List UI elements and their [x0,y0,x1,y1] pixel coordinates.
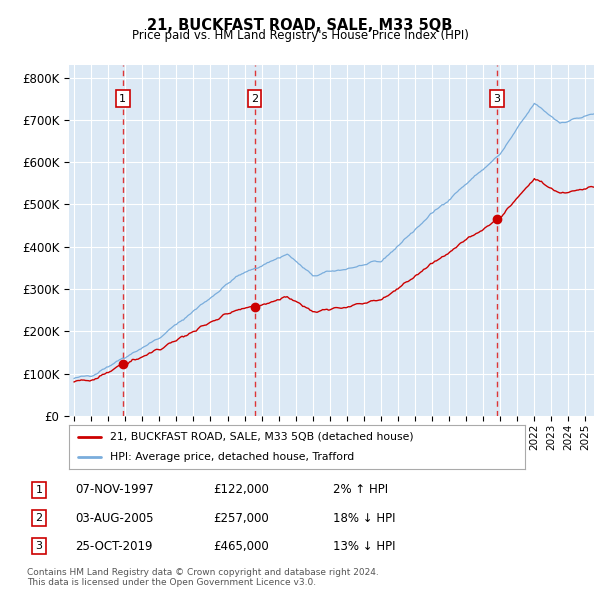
Text: 21, BUCKFAST ROAD, SALE, M33 5QB (detached house): 21, BUCKFAST ROAD, SALE, M33 5QB (detach… [110,432,413,442]
Text: 07-NOV-1997: 07-NOV-1997 [75,483,154,496]
Text: 25-OCT-2019: 25-OCT-2019 [75,540,152,553]
Text: Price paid vs. HM Land Registry's House Price Index (HPI): Price paid vs. HM Land Registry's House … [131,30,469,42]
Text: This data is licensed under the Open Government Licence v3.0.: This data is licensed under the Open Gov… [27,578,316,587]
Text: 1: 1 [119,94,126,104]
Text: 2: 2 [35,513,43,523]
Text: 3: 3 [494,94,500,104]
Text: 2: 2 [251,94,258,104]
Text: £122,000: £122,000 [213,483,269,496]
Text: Contains HM Land Registry data © Crown copyright and database right 2024.: Contains HM Land Registry data © Crown c… [27,568,379,577]
Text: 2% ↑ HPI: 2% ↑ HPI [333,483,388,496]
Text: HPI: Average price, detached house, Trafford: HPI: Average price, detached house, Traf… [110,452,354,462]
Text: 1: 1 [35,485,43,494]
Text: £465,000: £465,000 [213,540,269,553]
Text: 3: 3 [35,542,43,551]
Text: 13% ↓ HPI: 13% ↓ HPI [333,540,395,553]
Text: £257,000: £257,000 [213,512,269,525]
Text: 03-AUG-2005: 03-AUG-2005 [75,512,154,525]
Text: 18% ↓ HPI: 18% ↓ HPI [333,512,395,525]
Text: 21, BUCKFAST ROAD, SALE, M33 5QB: 21, BUCKFAST ROAD, SALE, M33 5QB [148,18,452,32]
